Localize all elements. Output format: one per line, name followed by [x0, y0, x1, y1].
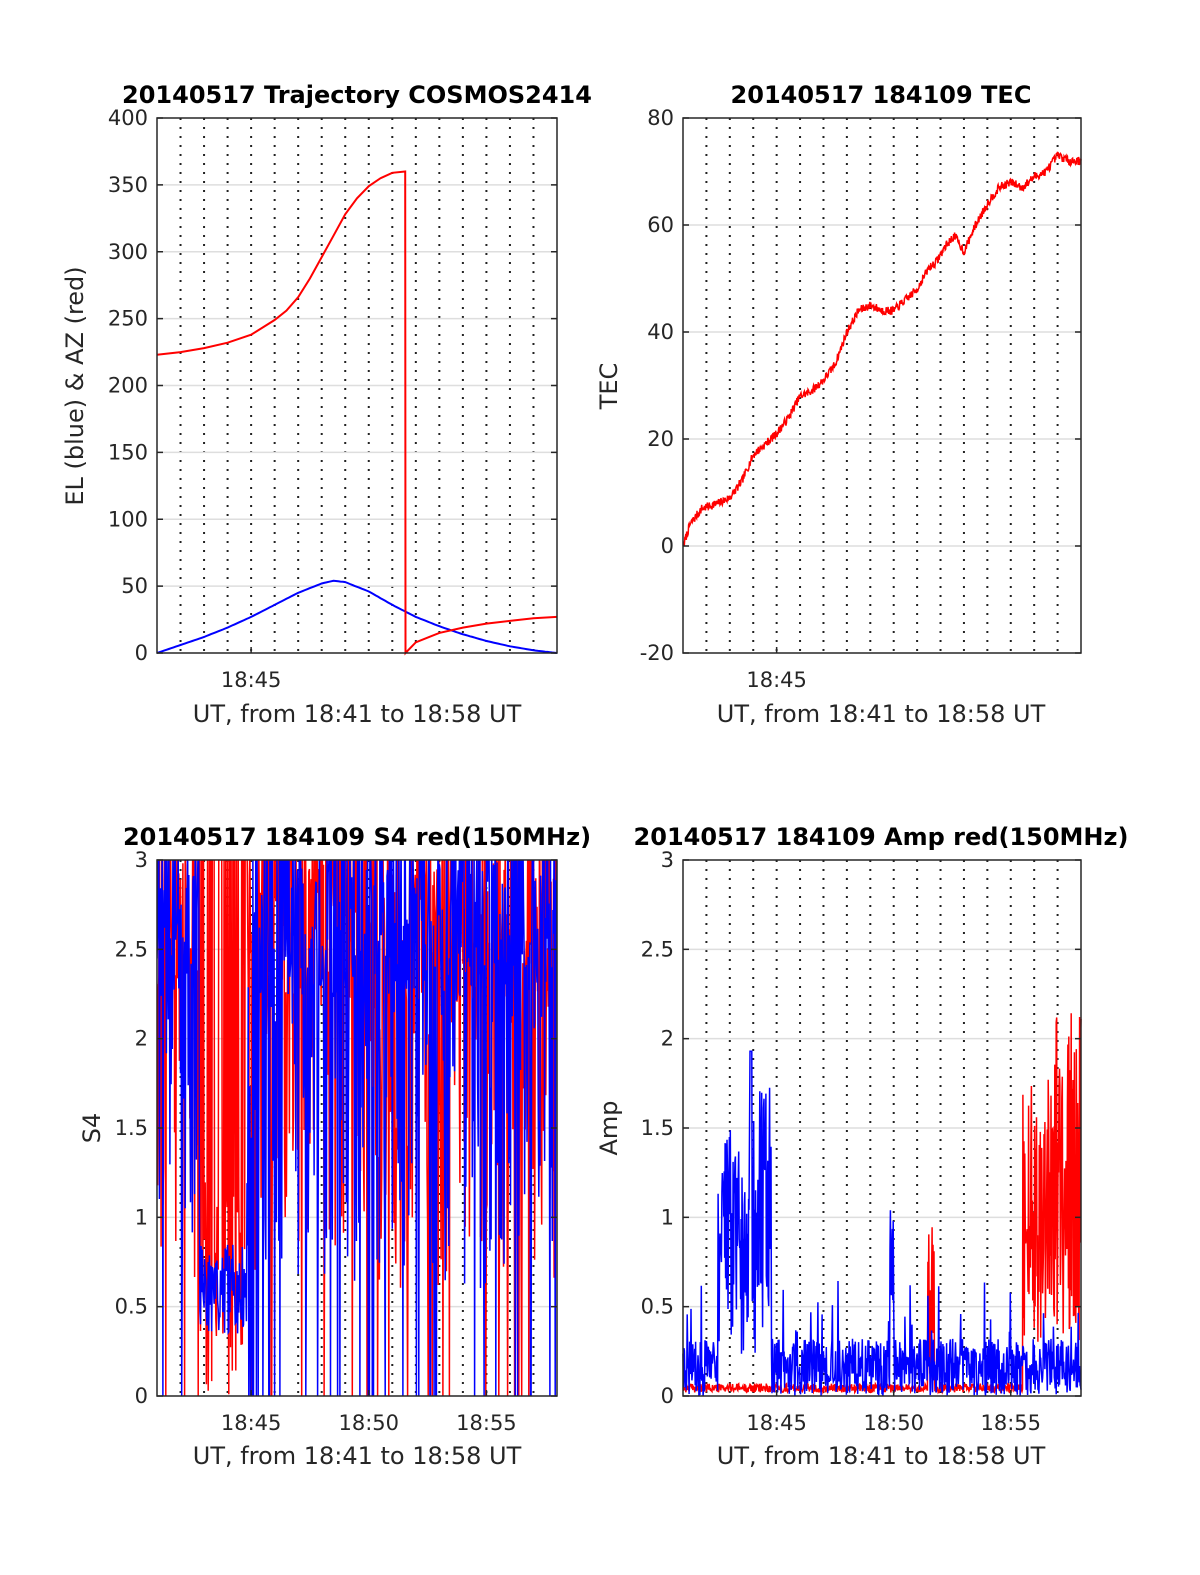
y-axis-label: TEC	[595, 363, 623, 411]
y-tick-label: 150	[108, 440, 148, 464]
axes: 0 0.5 1 1.5 2 2.5 3 18:45 18:50 18:55	[641, 848, 1082, 1435]
y-tick-label: 0	[135, 641, 148, 665]
y-tick-label: 1.5	[115, 1116, 148, 1140]
x-tick-label: 18:45	[221, 668, 282, 692]
axes-box	[682, 117, 1082, 654]
y-tick-label: 0.5	[641, 1295, 674, 1319]
grid	[683, 860, 1081, 1396]
plot-area	[157, 860, 557, 1396]
y-tick-label: 2.5	[115, 937, 148, 961]
grid	[683, 118, 1081, 653]
x-tick-label: 18:55	[980, 1411, 1041, 1435]
y-tick-label: 0	[661, 534, 674, 558]
x-axis-label: UT, from 18:41 to 18:58 UT	[193, 700, 522, 728]
y-tick-label: 50	[121, 574, 148, 598]
panel-amp: 20140517 184109 Amp red(150MHz) UT, from…	[595, 823, 1128, 1470]
panel-s4: 20140517 184109 S4 red(150MHz) UT, from …	[78, 823, 591, 1470]
x-axis-label: UT, from 18:41 to 18:58 UT	[193, 1442, 522, 1470]
series-line-s4-blue	[157, 860, 557, 1396]
y-tick-label: 1.5	[641, 1116, 674, 1140]
y-tick-label: 1	[135, 1205, 148, 1229]
series-line-azimuth	[156, 170, 558, 656]
series-line-tec	[682, 151, 1082, 547]
y-tick-label: 20	[647, 427, 674, 451]
y-tick-label: 0	[135, 1384, 148, 1408]
series-line-elevation	[156, 579, 558, 654]
x-axis-label: UT, from 18:41 to 18:58 UT	[717, 1442, 1046, 1470]
axes: 0 0.5 1 1.5 2 2.5 3 18:45 18:50 18:55	[115, 848, 558, 1435]
y-tick-label: 3	[135, 848, 148, 872]
x-tick-label: 18:50	[338, 1411, 399, 1435]
y-axis-label: Amp	[595, 1100, 623, 1155]
y-tick-label: 40	[647, 320, 674, 344]
y-tick-label: 2	[135, 1027, 148, 1051]
y-axis-label: S4	[78, 1113, 106, 1144]
y-tick-label: 0	[661, 1384, 674, 1408]
y-tick-label: 350	[108, 173, 148, 197]
axes: -20 0 20 40 60 80 18:45	[640, 106, 1082, 692]
plot-area	[682, 1013, 1082, 1396]
x-tick-label: 18:45	[221, 1411, 282, 1435]
x-tick-label: 18:45	[746, 1411, 807, 1435]
y-tick-label: 0.5	[115, 1295, 148, 1319]
x-tick-label: 18:45	[746, 668, 807, 692]
plot-area	[156, 170, 558, 656]
chart-title: 20140517 184109 TEC	[731, 81, 1032, 109]
y-tick-label: 2.5	[641, 937, 674, 961]
panel-trajectory: 20140517 Trajectory COSMOS2414 UT, from …	[61, 81, 592, 728]
plot-area	[682, 151, 1082, 547]
chart-title: 20140517 184109 Amp red(150MHz)	[634, 823, 1129, 851]
panel-tec: 20140517 184109 TEC UT, from 18:41 to 18…	[595, 81, 1082, 728]
x-tick-label: 18:55	[456, 1411, 517, 1435]
y-tick-label: 100	[108, 507, 148, 531]
series-line-amp-blue	[682, 1050, 1082, 1396]
y-tick-label: -20	[640, 641, 674, 665]
grid	[157, 118, 557, 653]
y-tick-label: 400	[108, 106, 148, 130]
y-tick-label: 300	[108, 240, 148, 264]
y-tick-label: 2	[661, 1027, 674, 1051]
y-tick-label: 1	[661, 1205, 674, 1229]
x-axis-label: UT, from 18:41 to 18:58 UT	[717, 700, 1046, 728]
chart-title: 20140517 Trajectory COSMOS2414	[122, 81, 592, 109]
y-axis-label: EL (blue) & AZ (red)	[61, 266, 89, 505]
y-tick-label: 80	[647, 106, 674, 130]
y-tick-label: 3	[661, 848, 674, 872]
chart-title: 20140517 184109 S4 red(150MHz)	[123, 823, 591, 851]
y-tick-label: 250	[108, 307, 148, 331]
axes: 0 50 100 150 200 250 300 350 400 18:45	[108, 106, 558, 692]
y-tick-label: 200	[108, 374, 148, 398]
x-tick-label: 18:50	[863, 1411, 924, 1435]
y-tick-label: 60	[647, 213, 674, 237]
